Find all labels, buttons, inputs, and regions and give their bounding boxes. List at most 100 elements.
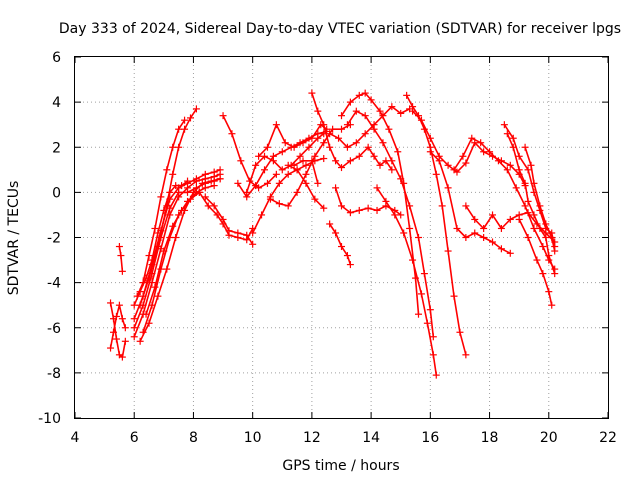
data-point xyxy=(109,328,117,336)
data-point xyxy=(284,202,292,210)
data-point xyxy=(459,152,467,160)
series-track-26 xyxy=(326,220,354,269)
data-point xyxy=(521,202,529,210)
y-axis-label: SDTVAR / TECUs xyxy=(6,181,22,296)
y-tick-label: -4 xyxy=(47,276,61,292)
data-point xyxy=(397,175,405,183)
data-point xyxy=(225,227,233,235)
data-point xyxy=(527,161,535,169)
data-point xyxy=(130,315,138,323)
data-point xyxy=(480,234,488,241)
series-track-19 xyxy=(255,121,331,160)
data-point xyxy=(175,188,183,196)
data-point xyxy=(255,152,263,160)
data-point xyxy=(302,161,310,169)
series-line xyxy=(270,123,351,207)
data-point xyxy=(536,224,544,232)
data-point xyxy=(178,206,186,214)
data-point xyxy=(278,148,286,156)
data-point xyxy=(361,89,369,97)
data-point xyxy=(305,143,313,151)
data-point xyxy=(524,209,532,217)
y-tick-label: 0 xyxy=(52,185,61,201)
data-point xyxy=(503,166,511,174)
data-point xyxy=(326,130,334,138)
data-point xyxy=(302,170,310,178)
data-point xyxy=(426,306,434,314)
data-point xyxy=(275,200,283,208)
data-point xyxy=(509,134,517,142)
data-point xyxy=(258,211,266,219)
series-track-21 xyxy=(284,161,328,212)
data-point xyxy=(462,234,470,241)
data-point xyxy=(272,170,280,178)
series-line xyxy=(340,92,420,315)
data-point xyxy=(450,166,458,174)
data-point xyxy=(142,310,150,318)
data-point xyxy=(118,315,126,323)
data-point xyxy=(249,240,257,248)
data-point xyxy=(112,312,120,320)
data-point xyxy=(539,270,547,278)
data-point xyxy=(207,177,215,185)
data-point xyxy=(489,211,497,219)
y-tick-label: 4 xyxy=(52,95,61,111)
data-point xyxy=(243,188,251,196)
data-point xyxy=(184,177,192,185)
series-line xyxy=(329,105,410,149)
data-point xyxy=(151,283,159,291)
x-tick-label: 20 xyxy=(540,430,558,446)
data-point xyxy=(130,333,138,341)
data-point xyxy=(450,292,458,300)
series-track-08 xyxy=(133,116,189,300)
x-tick-label: 6 xyxy=(130,430,139,446)
data-point xyxy=(397,211,405,219)
data-point xyxy=(252,161,260,169)
series-group xyxy=(107,89,559,379)
series-line xyxy=(524,147,556,252)
data-point xyxy=(426,134,434,142)
series-track-22 xyxy=(290,157,322,187)
data-point xyxy=(284,161,292,169)
data-point xyxy=(308,134,316,142)
data-point xyxy=(506,249,514,257)
data-point xyxy=(524,197,532,205)
data-point xyxy=(320,155,328,163)
data-point xyxy=(115,301,123,309)
data-point xyxy=(352,139,360,147)
data-point xyxy=(184,188,192,196)
data-point xyxy=(551,247,559,255)
data-point xyxy=(400,229,408,237)
data-point xyxy=(542,234,550,241)
data-point xyxy=(551,270,559,278)
data-point xyxy=(210,168,218,176)
data-point xyxy=(281,139,289,147)
plot-frame xyxy=(74,56,609,419)
series-line xyxy=(429,151,511,255)
series-line xyxy=(293,160,319,184)
data-point xyxy=(175,125,183,133)
data-point xyxy=(542,220,550,228)
y-tick-label: -2 xyxy=(47,231,61,247)
data-point xyxy=(545,252,553,260)
data-point xyxy=(145,274,153,282)
series-line xyxy=(412,110,526,186)
data-point xyxy=(376,161,384,169)
data-point xyxy=(432,371,440,379)
data-point xyxy=(462,159,470,167)
series-line xyxy=(139,178,221,342)
data-point xyxy=(314,107,322,115)
data-point xyxy=(338,202,345,210)
data-point xyxy=(192,175,200,183)
series-track-02 xyxy=(107,301,129,352)
series-line xyxy=(245,133,325,193)
data-point xyxy=(210,182,218,190)
x-tick-label: 4 xyxy=(71,430,80,446)
data-point xyxy=(414,310,422,318)
data-point xyxy=(204,202,212,210)
data-point xyxy=(530,224,538,232)
data-point xyxy=(118,353,126,361)
series-track-37 xyxy=(521,143,559,255)
data-point xyxy=(338,164,345,172)
